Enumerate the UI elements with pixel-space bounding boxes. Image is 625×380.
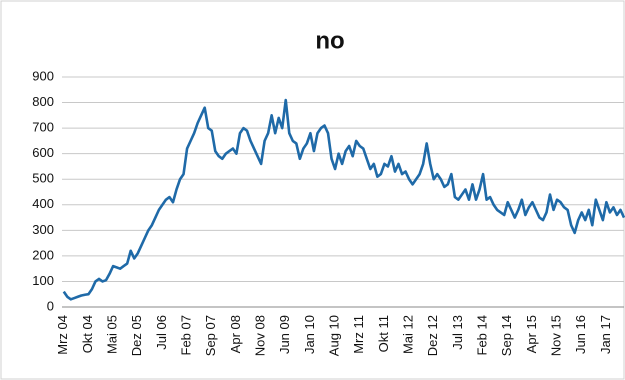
x-tick-label: Nov 15 xyxy=(548,315,563,356)
x-tick-label: Feb 14 xyxy=(474,315,489,355)
y-tick-label: 200 xyxy=(32,247,54,262)
y-tick-label: 0 xyxy=(47,298,54,313)
x-tick-label: Feb 07 xyxy=(179,315,194,355)
x-tick-label: Okt 11 xyxy=(376,315,391,352)
x-tick-label: Jul 13 xyxy=(450,315,465,350)
x-tick-label: Jun 16 xyxy=(573,315,588,354)
x-tick-label: Mrz 11 xyxy=(351,315,366,354)
y-tick-label: 900 xyxy=(32,68,54,83)
chart-title: no xyxy=(315,27,344,54)
x-tick-label: Sep 14 xyxy=(499,315,514,356)
x-tick-label: Dez 12 xyxy=(425,315,440,356)
y-tick-label: 300 xyxy=(32,222,54,237)
data-line xyxy=(62,98,625,301)
x-tick-label: Mai 12 xyxy=(401,315,416,354)
x-tick-label: Mai 05 xyxy=(105,315,120,354)
x-tick-label: Okt 04 xyxy=(80,315,95,353)
x-tick-label: Jan 10 xyxy=(302,315,317,354)
y-tick-label: 500 xyxy=(32,171,54,186)
x-tick-label: Sep 07 xyxy=(203,315,218,356)
x-tick-label: Jan 17 xyxy=(598,315,613,354)
y-tick-label: 400 xyxy=(32,196,54,211)
x-tick-label: Jul 06 xyxy=(154,315,169,350)
y-tick-label: 600 xyxy=(32,145,54,160)
x-tick-label: Apr 15 xyxy=(524,315,539,353)
x-tick-label: Nov 08 xyxy=(253,315,268,356)
x-tick-label: Jun 09 xyxy=(277,315,292,354)
y-tick-label: 800 xyxy=(32,94,54,109)
x-tick-label: Aug 10 xyxy=(327,315,342,356)
x-tick-label: Dez 05 xyxy=(129,315,144,356)
y-tick-label: 100 xyxy=(32,273,54,288)
x-tick-label: Mrz 04 xyxy=(55,315,70,355)
y-tick-label: 700 xyxy=(32,120,54,135)
x-tick-label: Apr 08 xyxy=(228,315,243,353)
